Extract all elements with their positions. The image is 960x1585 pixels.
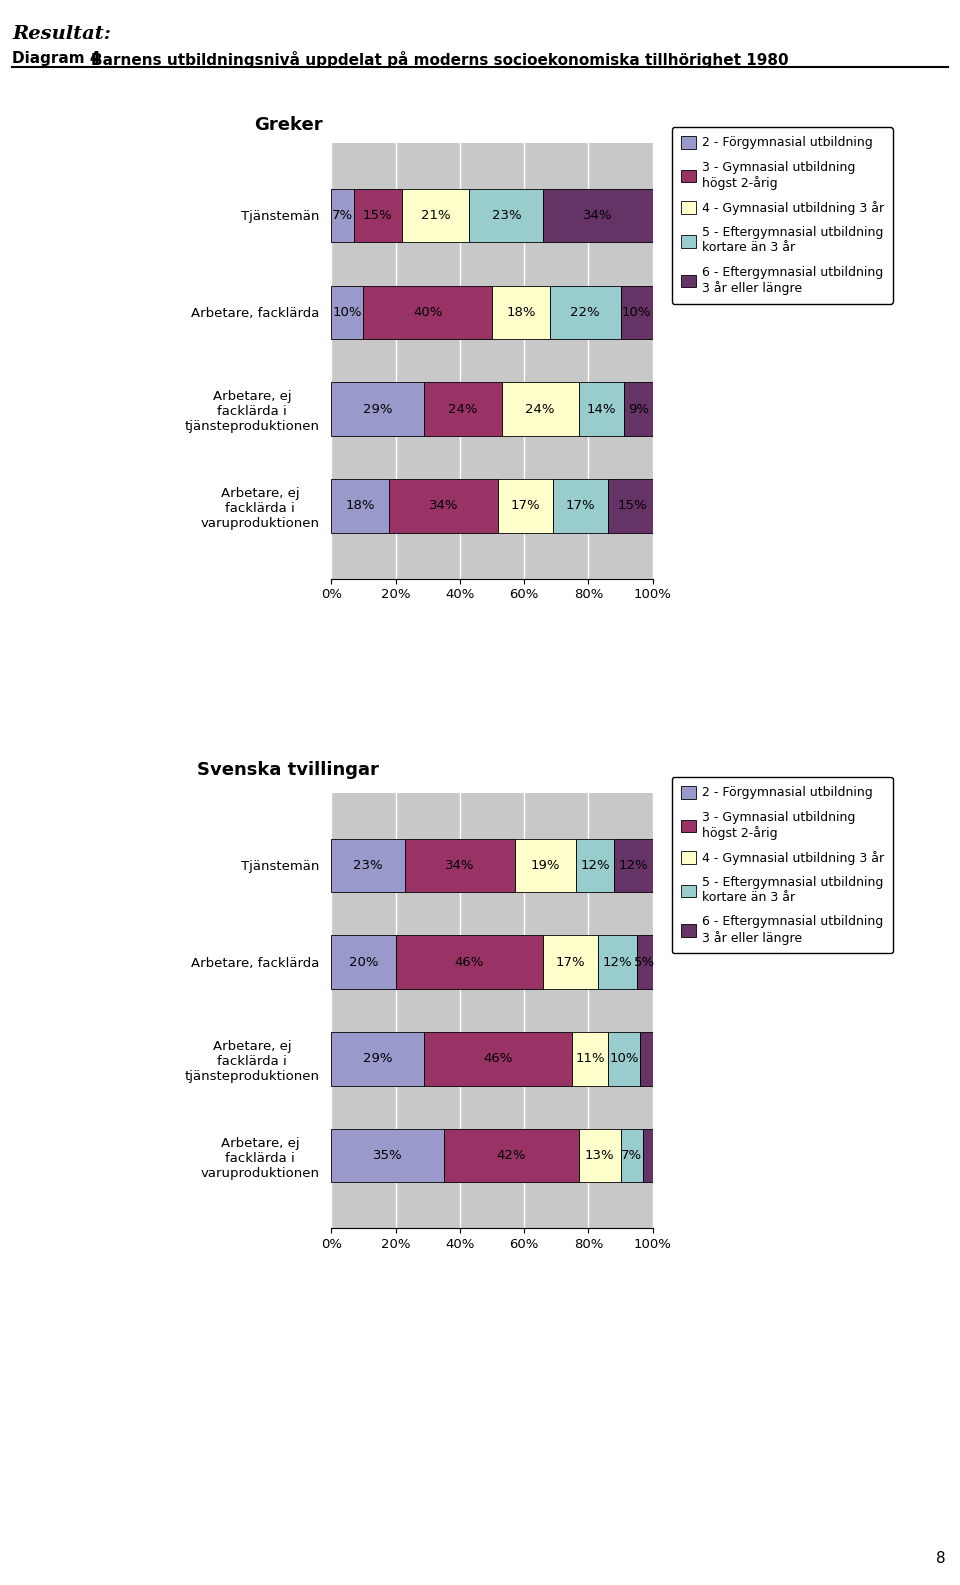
Bar bbox=[608, 479, 656, 533]
Text: 46%: 46% bbox=[484, 1052, 513, 1065]
Bar bbox=[636, 935, 653, 989]
Text: Greker: Greker bbox=[253, 116, 323, 133]
Text: 15%: 15% bbox=[617, 499, 647, 512]
Text: 21%: 21% bbox=[420, 209, 450, 222]
Bar bbox=[550, 285, 620, 339]
Bar bbox=[396, 935, 543, 989]
Text: 24%: 24% bbox=[448, 403, 478, 415]
Bar bbox=[643, 1129, 653, 1182]
Text: 17%: 17% bbox=[556, 956, 586, 968]
Text: 24%: 24% bbox=[525, 403, 555, 415]
Text: Diagram 4: Diagram 4 bbox=[12, 51, 101, 65]
Bar bbox=[640, 1032, 653, 1086]
Text: 14%: 14% bbox=[587, 403, 616, 415]
Text: 12%: 12% bbox=[580, 859, 610, 872]
Text: 12%: 12% bbox=[618, 859, 648, 872]
Bar bbox=[608, 1032, 640, 1086]
Bar bbox=[553, 479, 608, 533]
Text: 42%: 42% bbox=[496, 1149, 526, 1162]
Text: Resultat:: Resultat: bbox=[12, 25, 111, 43]
Bar bbox=[469, 189, 543, 243]
Bar bbox=[363, 285, 492, 339]
Bar bbox=[444, 1129, 579, 1182]
Bar bbox=[424, 1032, 572, 1086]
Bar bbox=[331, 189, 353, 243]
Text: 8: 8 bbox=[936, 1552, 946, 1566]
Bar bbox=[579, 382, 624, 436]
Bar bbox=[492, 285, 550, 339]
Text: 34%: 34% bbox=[429, 499, 459, 512]
Text: 9%: 9% bbox=[628, 403, 649, 415]
Text: 17%: 17% bbox=[565, 499, 595, 512]
Bar bbox=[331, 838, 405, 892]
Text: 15%: 15% bbox=[363, 209, 393, 222]
Bar bbox=[502, 382, 579, 436]
Bar bbox=[620, 1129, 643, 1182]
Bar bbox=[331, 479, 389, 533]
Text: 11%: 11% bbox=[575, 1052, 605, 1065]
Text: 7%: 7% bbox=[621, 1149, 642, 1162]
Text: Svenska tvillingar: Svenska tvillingar bbox=[197, 761, 379, 778]
Legend: 2 - Förgymnasial utbildning, 3 - Gymnasial utbildning
högst 2-årig, 4 - Gymnasia: 2 - Förgymnasial utbildning, 3 - Gymnasi… bbox=[672, 127, 893, 303]
Bar bbox=[331, 1129, 444, 1182]
Bar bbox=[331, 285, 363, 339]
Text: 35%: 35% bbox=[372, 1149, 402, 1162]
Bar bbox=[579, 1129, 620, 1182]
Text: 10%: 10% bbox=[609, 1052, 638, 1065]
Text: 22%: 22% bbox=[570, 306, 600, 319]
Text: 34%: 34% bbox=[445, 859, 474, 872]
Text: 18%: 18% bbox=[346, 499, 375, 512]
Text: 10%: 10% bbox=[332, 306, 362, 319]
Bar bbox=[424, 382, 502, 436]
Bar bbox=[331, 935, 396, 989]
Bar bbox=[389, 479, 498, 533]
Bar bbox=[515, 838, 576, 892]
Bar bbox=[614, 838, 653, 892]
Text: 40%: 40% bbox=[413, 306, 443, 319]
Legend: 2 - Förgymnasial utbildning, 3 - Gymnasial utbildning
högst 2-årig, 4 - Gymnasia: 2 - Förgymnasial utbildning, 3 - Gymnasi… bbox=[672, 777, 893, 953]
Bar bbox=[498, 479, 553, 533]
Text: 19%: 19% bbox=[530, 859, 560, 872]
Text: 18%: 18% bbox=[506, 306, 536, 319]
Bar bbox=[402, 189, 469, 243]
Text: 29%: 29% bbox=[363, 1052, 393, 1065]
Bar bbox=[572, 1032, 608, 1086]
Text: 17%: 17% bbox=[511, 499, 540, 512]
Text: 10%: 10% bbox=[622, 306, 652, 319]
Text: 29%: 29% bbox=[363, 403, 393, 415]
Text: 12%: 12% bbox=[603, 956, 633, 968]
Bar bbox=[598, 935, 636, 989]
Bar bbox=[620, 285, 653, 339]
Text: 20%: 20% bbox=[348, 956, 378, 968]
Text: 23%: 23% bbox=[353, 859, 383, 872]
Bar bbox=[405, 838, 515, 892]
Bar bbox=[331, 1032, 424, 1086]
Bar bbox=[624, 382, 653, 436]
Bar bbox=[331, 382, 424, 436]
Text: Barnens utbildningsnivå uppdelat på moderns socioekonomiska tillhörighet 1980: Barnens utbildningsnivå uppdelat på mode… bbox=[91, 51, 789, 68]
Bar bbox=[543, 189, 653, 243]
Text: 34%: 34% bbox=[584, 209, 612, 222]
Text: 13%: 13% bbox=[585, 1149, 614, 1162]
Text: 7%: 7% bbox=[332, 209, 353, 222]
Text: 23%: 23% bbox=[492, 209, 521, 222]
Bar bbox=[543, 935, 598, 989]
Bar bbox=[576, 838, 614, 892]
Text: 5%: 5% bbox=[635, 956, 656, 968]
Bar bbox=[353, 189, 402, 243]
Text: 46%: 46% bbox=[455, 956, 484, 968]
